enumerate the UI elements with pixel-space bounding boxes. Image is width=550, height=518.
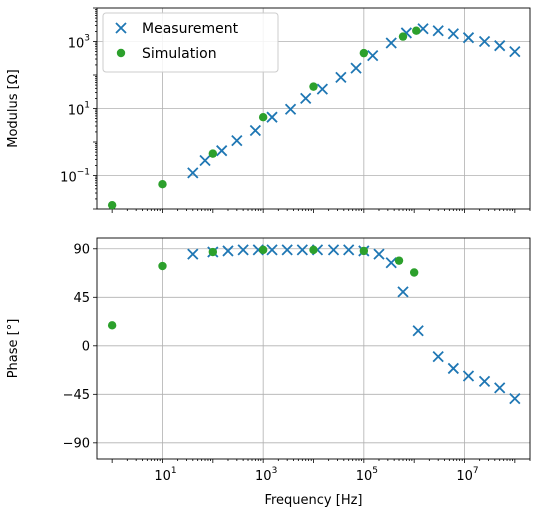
data-point-measurement-8 xyxy=(316,83,329,95)
series-simulation xyxy=(107,245,419,330)
data-point-measurement-18 xyxy=(462,370,475,382)
x-tick-label-3-base: 10 xyxy=(456,469,473,484)
data-point-measurement-6 xyxy=(281,244,293,256)
data-point-measurement-11 xyxy=(367,49,379,62)
x-tick-label-0: 101 xyxy=(154,466,176,484)
data-point-measurement-7 xyxy=(300,92,312,105)
y-tick-label-0: 10−1 xyxy=(60,168,90,186)
data-point-simulation-1 xyxy=(158,261,167,271)
legend-box xyxy=(102,12,279,73)
data-point-measurement-12 xyxy=(385,37,397,49)
plot-frame xyxy=(96,237,531,460)
data-point-measurement-19 xyxy=(494,40,506,52)
y-tick-label-0-base: 10 xyxy=(60,171,77,186)
data-point-simulation-5 xyxy=(359,48,369,58)
data-point-simulation-0 xyxy=(107,321,117,330)
x-tick-label-3-exp: 7 xyxy=(473,466,479,476)
data-point-measurement-18 xyxy=(478,35,491,48)
legend-label-1: Simulation xyxy=(142,46,217,62)
y-tick-label-0: 90 xyxy=(73,242,90,257)
y-tick-label-1: 101 xyxy=(68,101,90,119)
data-point-measurement-13 xyxy=(385,257,397,269)
data-point-measurement-16 xyxy=(447,28,459,40)
data-point-measurement-16 xyxy=(432,350,444,363)
x-tick-label-1: 103 xyxy=(255,466,277,484)
data-point-measurement-10 xyxy=(343,244,355,256)
data-point-measurement-2 xyxy=(216,145,228,157)
data-point-measurement-20 xyxy=(509,45,521,58)
y-axis-label: Phase [°] xyxy=(6,319,21,379)
legend-marker-0 xyxy=(115,22,127,34)
data-point-simulation-6 xyxy=(394,256,404,265)
data-point-measurement-12 xyxy=(373,248,385,260)
y-tick-label-0-exp: −1 xyxy=(77,168,90,178)
data-point-measurement-14 xyxy=(397,286,409,298)
y-axis-label: Modulus [Ω] xyxy=(6,69,21,148)
y-tick-label-2: 0 xyxy=(82,339,90,354)
data-point-simulation-2 xyxy=(208,149,218,158)
y-tick-label-4: −90 xyxy=(63,436,90,451)
data-point-simulation-5 xyxy=(359,246,369,256)
legend-marker-1 xyxy=(116,48,126,58)
x-tick-label-2-exp: 5 xyxy=(372,466,378,476)
legend-label-0: Measurement xyxy=(142,21,239,37)
data-point-simulation-7 xyxy=(409,268,419,277)
data-point-measurement-0 xyxy=(187,167,199,179)
data-point-measurement-15 xyxy=(412,325,424,337)
data-point-measurement-21 xyxy=(509,392,521,405)
series-measurement xyxy=(187,23,521,179)
series-measurement xyxy=(187,244,521,405)
data-point-measurement-9 xyxy=(335,71,347,84)
data-point-simulation-7 xyxy=(412,26,421,35)
data-point-measurement-15 xyxy=(432,25,444,37)
data-point-measurement-5 xyxy=(266,244,278,256)
data-point-measurement-17 xyxy=(462,32,475,44)
x-tick-label-3: 107 xyxy=(456,466,478,484)
data-point-measurement-19 xyxy=(478,375,491,388)
legend: Measurement Simulation xyxy=(102,12,279,73)
y-tick-label-1-base: 10 xyxy=(68,104,85,119)
data-point-simulation-3 xyxy=(258,245,268,255)
x-axis-label: Frequency [Hz] xyxy=(264,493,362,508)
data-point-measurement-4 xyxy=(249,124,262,137)
x-tick-label-2: 105 xyxy=(356,466,378,484)
y-tick-label-3: −45 xyxy=(63,388,90,403)
data-point-measurement-20 xyxy=(494,382,506,394)
y-tick-label-2-base: 10 xyxy=(68,37,85,52)
data-point-measurement-3 xyxy=(237,244,249,256)
data-point-measurement-10 xyxy=(350,62,362,74)
data-point-measurement-17 xyxy=(447,362,459,375)
x-tick-label-2-base: 10 xyxy=(356,469,373,484)
data-point-measurement-2 xyxy=(222,245,234,257)
x-tick-label-1-exp: 3 xyxy=(272,466,278,476)
data-point-measurement-5 xyxy=(266,111,278,123)
y-tick-label-2-exp: 3 xyxy=(84,34,90,44)
y-tick-label-1-exp: 1 xyxy=(84,101,90,111)
data-point-measurement-1 xyxy=(199,154,211,167)
data-point-measurement-0 xyxy=(187,248,199,260)
data-point-simulation-3 xyxy=(258,112,268,122)
data-point-measurement-3 xyxy=(231,134,243,147)
y-tick-label-2: 103 xyxy=(68,34,90,52)
x-tick-label-0-base: 10 xyxy=(154,469,171,484)
x-tick-label-1-base: 10 xyxy=(255,469,272,484)
data-point-measurement-7 xyxy=(296,244,308,256)
data-point-simulation-6 xyxy=(398,32,408,41)
data-point-simulation-2 xyxy=(208,247,218,257)
data-point-simulation-4 xyxy=(309,245,318,255)
data-point-measurement-6 xyxy=(284,103,297,115)
data-point-simulation-4 xyxy=(309,82,318,91)
y-tick-label-1: 45 xyxy=(73,291,90,306)
series-simulation xyxy=(107,26,421,210)
data-point-measurement-9 xyxy=(327,244,340,256)
data-point-simulation-0 xyxy=(107,200,117,210)
data-point-simulation-1 xyxy=(158,179,167,189)
x-tick-label-0-exp: 1 xyxy=(171,466,177,476)
